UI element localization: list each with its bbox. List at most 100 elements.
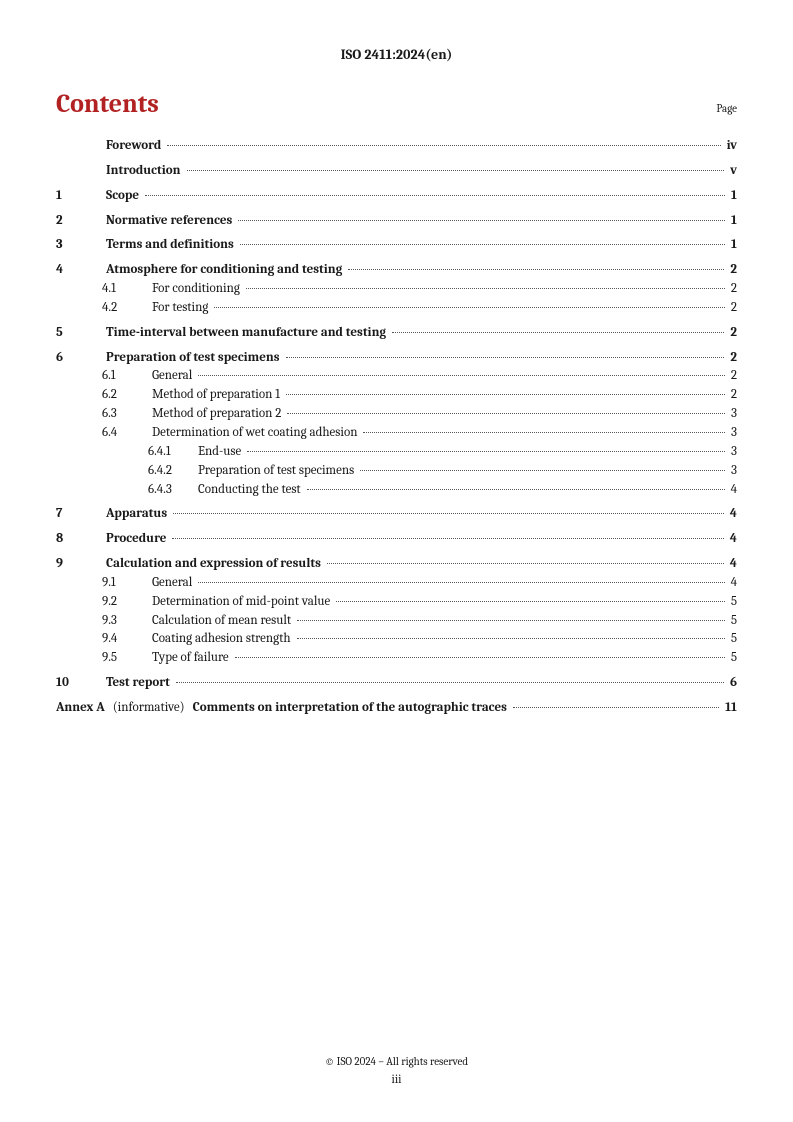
toc-page: v	[730, 162, 737, 181]
toc-row: Foreword iv	[56, 137, 737, 156]
toc-row: 4.2For testing2	[102, 299, 737, 318]
toc-entry-title: Scope	[106, 187, 139, 206]
toc-leader	[363, 432, 725, 433]
toc-leader	[173, 513, 724, 514]
toc-row: 6.4.1End-use 3	[148, 443, 737, 462]
toc-page: 3	[731, 405, 737, 424]
toc-row: 6Preparation of test specimens2	[56, 349, 737, 368]
toc-row: 6.1General2	[102, 367, 737, 386]
toc-row: 8Procedure4	[56, 530, 737, 549]
toc-leader	[240, 244, 725, 245]
toc-page: 2	[731, 367, 737, 386]
toc-page: 2	[731, 386, 737, 405]
toc-page: 5	[731, 612, 737, 631]
toc-entry-title: General	[152, 367, 192, 386]
toc-entry-title: Time-interval between manufacture and te…	[106, 324, 386, 343]
toc-leader	[187, 170, 725, 171]
toc-section-number: 8	[56, 530, 102, 549]
contents-title-row: Contents Page	[56, 89, 737, 119]
toc-leader	[238, 220, 725, 221]
toc-page: 4	[731, 481, 737, 500]
toc-section-number: 3	[56, 236, 102, 255]
toc-section-number: 10	[56, 674, 102, 693]
toc-entry-title: For testing	[152, 299, 208, 318]
toc-entry-title: Method of preparation 1	[152, 386, 280, 405]
toc-leader	[287, 413, 725, 414]
toc-entry-title: Terms and definitions	[106, 236, 234, 255]
toc-row: 9.4Coating adhesion strength 5	[102, 630, 737, 649]
toc-page: 4	[731, 574, 737, 593]
toc-entry-title: Normative references	[106, 212, 232, 231]
toc-page: 11	[725, 699, 737, 718]
toc-leader	[198, 582, 724, 583]
toc-entry-title: Preparation of test specimens	[198, 462, 354, 481]
toc-entry-title: Atmosphere for conditioning and testing	[106, 261, 342, 280]
toc-page: 5	[731, 630, 737, 649]
toc-leader	[297, 638, 725, 639]
toc-subsection-number: 6.2	[102, 386, 148, 405]
toc-section-number: 9	[56, 555, 102, 574]
toc-row: 5Time-interval between manufacture and t…	[56, 324, 737, 343]
toc-row: 4Atmosphere for conditioning and testing…	[56, 261, 737, 280]
toc-page: 4	[730, 530, 737, 549]
toc-page: 5	[731, 593, 737, 612]
toc-page: iv	[727, 137, 737, 156]
toc-section-number: 2	[56, 212, 102, 231]
toc-leader	[348, 269, 724, 270]
document-header: ISO 2411:2024(en)	[56, 46, 737, 63]
toc-row: 6.3Method of preparation 23	[102, 405, 737, 424]
toc-row: Annex A (informative) Comments on interp…	[56, 699, 737, 718]
toc-annex-title: Comments on interpretation of the autogr…	[193, 699, 507, 718]
toc-row: 6.4Determination of wet coating adhesion…	[102, 424, 737, 443]
toc-subsection-number: 9.4	[102, 630, 148, 649]
toc-row: 2Normative references 1	[56, 212, 737, 231]
toc-leader	[513, 707, 719, 708]
toc-row: 7Apparatus4	[56, 505, 737, 524]
toc-subsection-number: 9.5	[102, 649, 148, 668]
toc-page: 1	[731, 212, 737, 231]
toc-page: 2	[731, 280, 737, 299]
toc-entry-title: Test report	[106, 674, 170, 693]
toc-entry-title: Apparatus	[106, 505, 167, 524]
toc-entry-title: End-use	[198, 443, 241, 462]
toc-leader	[297, 620, 725, 621]
toc-entry-title: Calculation and expression of results	[106, 555, 321, 574]
contents-title: Contents	[56, 89, 159, 119]
toc-row: 6.4.2Preparation of test specimens 3	[148, 462, 737, 481]
toc-page: 1	[731, 187, 737, 206]
toc-page: 2	[731, 299, 737, 318]
toc-page: 3	[731, 443, 737, 462]
page-column-label: Page	[716, 102, 737, 115]
copyright-text: © ISO 2024 – All rights reserved	[0, 1055, 793, 1068]
toc-leader	[286, 357, 725, 358]
toc-row: 9.2Determination of mid-point value5	[102, 593, 737, 612]
toc-row: 4.1For conditioning2	[102, 280, 737, 299]
toc-page: 4	[730, 505, 737, 524]
toc-subsection-number: 6.4.1	[148, 443, 194, 462]
toc-entry-title: Coating adhesion strength	[152, 630, 291, 649]
toc-page: 1	[731, 236, 737, 255]
toc-row: 9.5Type of failure5	[102, 649, 737, 668]
toc-subsection-number: 6.3	[102, 405, 148, 424]
toc-leader	[392, 332, 724, 333]
toc-row: 10Test report 6	[56, 674, 737, 693]
toc-subsection-number: 4.1	[102, 280, 148, 299]
toc-entry-title: Conducting the test	[198, 481, 301, 500]
toc-leader	[247, 451, 725, 452]
toc-subsection-number: 6.4.2	[148, 462, 194, 481]
toc-page: 2	[730, 349, 737, 368]
toc-page: 3	[731, 462, 737, 481]
toc-subsection-number: 9.2	[102, 593, 148, 612]
toc-entry-title: Determination of wet coating adhesion	[152, 424, 357, 443]
toc-section-number: 1	[56, 187, 102, 206]
toc-leader	[172, 538, 723, 539]
toc-leader	[198, 375, 725, 376]
toc-leader	[246, 288, 725, 289]
toc-leader	[286, 394, 725, 395]
toc-entry-title: Foreword	[106, 137, 161, 156]
toc-leader	[235, 657, 725, 658]
toc-entry-title: Introduction	[106, 162, 181, 181]
toc-page: 6	[730, 674, 737, 693]
toc-row: 3Terms and definitions 1	[56, 236, 737, 255]
table-of-contents: ForewordivIntroductionv1Scope12Normative…	[56, 137, 737, 718]
